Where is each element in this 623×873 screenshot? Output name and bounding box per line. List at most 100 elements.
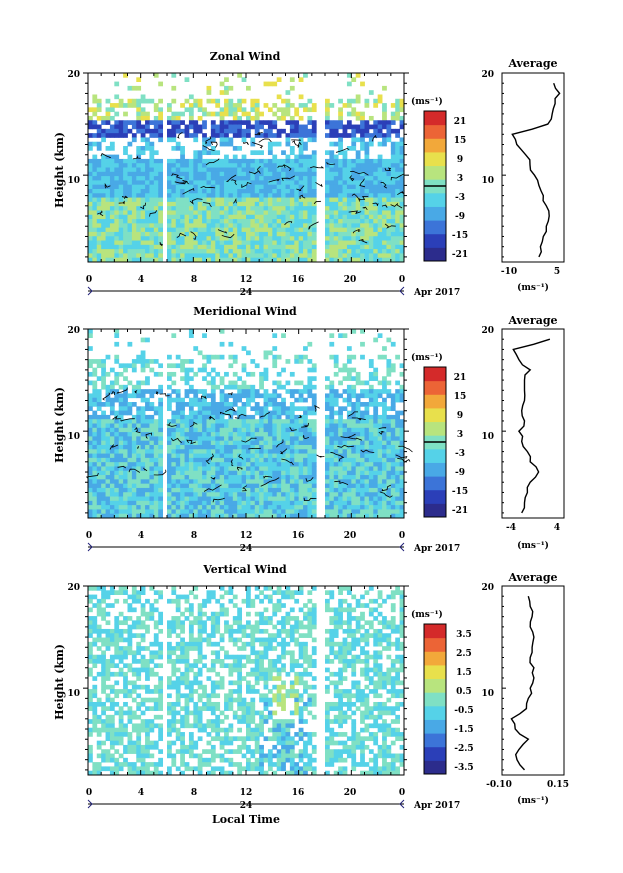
heatmap-cell [254,500,260,506]
heatmap-cell [232,146,238,151]
heatmap-cell [377,354,383,360]
heatmap-cell [153,359,159,364]
heatmap-cell [96,513,102,519]
heatmap-cell [123,158,128,164]
heatmap-cell [114,223,120,229]
contour-line [230,459,234,466]
heatmap-cell [281,236,286,241]
heatmap-cell [298,436,304,442]
heatmap-cell [346,397,352,403]
meridional-average-profile [512,338,551,514]
meridional-cb-tick-m21: -21 [452,506,468,516]
heatmap-cell [228,406,234,412]
heatmap-cell [136,146,142,151]
heatmap-cell [289,103,295,108]
heatmap-cell [109,492,115,497]
heatmap-cell [241,133,247,138]
heatmap-cell [136,124,142,130]
heatmap-cell [382,414,387,420]
heatmap-cell [246,223,251,229]
heatmap-cell [105,505,111,510]
heatmap-cell [219,171,225,177]
heatmap-cell [281,227,286,233]
heatmap-cell [184,188,190,194]
heatmap-cell [298,479,304,485]
heatmap-cell [101,509,106,515]
heatmap-cell [254,406,260,412]
heatmap-cell [360,419,365,424]
zonal-colorbar [423,110,447,262]
heatmap-cell [232,201,238,207]
heatmap-cell [276,133,282,138]
heatmap-cell [237,513,243,519]
heatmap-cell [136,128,142,134]
heatmap-cell [289,257,295,263]
contour-line [200,185,216,189]
heatmap-cell [88,500,93,506]
heatmap-cell [364,201,370,207]
heatmap-cell [149,210,155,216]
heatmap-cell [272,201,278,207]
heatmap-cell [88,219,93,224]
heatmap-cell [272,163,278,168]
heatmap-cell [399,223,405,229]
heatmap-cell [289,206,295,211]
heatmap-cell [88,513,93,519]
heatmap-cell [294,219,300,224]
heatmap-cell [281,479,286,485]
heatmap-cell [360,249,365,254]
heatmap-cell [276,219,282,224]
heatmap-cell [346,197,352,203]
heatmap-cell [338,419,343,424]
heatmap-cell [224,397,229,403]
heatmap-cell [325,206,330,211]
heatmap-cell [232,120,238,125]
heatmap-cell [272,393,278,399]
heatmap-cell [298,128,304,134]
heatmap-cell [127,479,133,485]
heatmap-cell [92,620,98,626]
heatmap-cell [237,163,243,168]
heatmap-cell [373,244,379,250]
heatmap-cell [188,201,194,207]
heatmap-cell [281,197,286,203]
heatmap-cell [101,371,106,377]
heatmap-cell [325,115,330,121]
heatmap-cell [153,206,159,211]
heatmap-cell [109,513,115,519]
heatmap-cell [136,249,142,254]
heatmap-cell [167,171,172,177]
heatmap-cell [285,389,291,394]
heatmap-cell [105,470,111,476]
heatmap-cell [342,453,348,459]
heatmap-cell [263,128,269,134]
heatmap-cell [307,505,313,510]
heatmap-cell [368,487,374,493]
heatmap-cell [224,223,229,229]
heatmap-cell [215,436,221,442]
heatmap-cell [131,98,137,104]
heatmap-cell [289,120,295,125]
heatmap-cell [96,697,102,703]
heatmap-cell [237,249,243,254]
heatmap-cell [101,210,106,216]
heatmap-cell [311,214,317,220]
heatmap-cell [373,206,379,211]
heatmap-cell [241,137,247,143]
heatmap-cell [395,389,401,394]
heatmap-cell [342,180,348,186]
heatmap-cell [197,124,203,130]
heatmap-cell [114,124,120,130]
heatmap-cell [193,466,199,472]
heatmap-cell [250,397,256,403]
heatmap-cell [311,513,317,519]
heatmap-cell [167,240,172,246]
heatmap-cell [377,427,383,433]
heatmap-cell [311,240,317,246]
heatmap-cell [202,244,207,250]
heatmap-cell [272,249,278,254]
heatmap-cell [202,500,207,506]
heatmap-cell [193,120,199,125]
heatmap-cell [206,236,212,241]
heatmap-cell [342,167,348,173]
